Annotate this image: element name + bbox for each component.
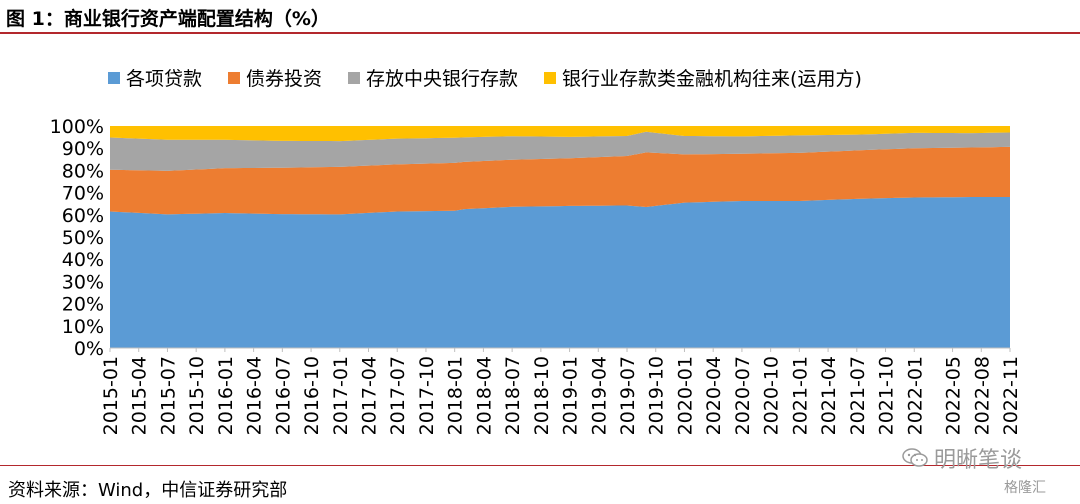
source-note: 资料来源：Wind，中信证券研究部 xyxy=(8,480,288,501)
x-tick-label: 2019-04 xyxy=(588,356,610,435)
x-tick-label: 2019-10 xyxy=(646,356,668,435)
x-tick-label: 2018-04 xyxy=(473,356,495,435)
x-axis: 2015-01 2015-04 2015-07 2015-10 2016-01 2016-… xyxy=(100,347,1022,435)
x-tick-label: 2018-10 xyxy=(531,356,553,435)
x-tick-label: 2021-01 xyxy=(789,356,811,435)
legend-label-bonds: 债券投资 xyxy=(246,68,323,90)
y-axis: 0%10%20%30%40%50%60%70%80%90%100% xyxy=(50,116,104,360)
y-tick-label: 50% xyxy=(62,227,104,249)
x-tick-label: 2015-04 xyxy=(129,356,151,435)
legend-label-loans: 各项贷款 xyxy=(126,68,203,90)
x-tick-label: 2021-10 xyxy=(876,356,898,435)
legend-item-central-bank: 存放中央银行存款 xyxy=(348,64,518,91)
x-tick-label: 2017-04 xyxy=(359,356,381,435)
legend-label-interbank: 银行业存款类金融机构往来(运用方) xyxy=(562,68,862,90)
y-tick-label: 0% xyxy=(74,338,104,360)
y-tick-label: 100% xyxy=(50,116,104,138)
x-tick-label: 2017-01 xyxy=(330,356,352,435)
x-tick-label: 2016-07 xyxy=(272,356,294,435)
title-divider xyxy=(0,32,1080,34)
x-tick-label: 2015-01 xyxy=(100,356,122,435)
x-tick-label: 2022-11 xyxy=(1000,356,1022,435)
wechat-icon xyxy=(902,448,928,467)
x-tick-label: 2017-07 xyxy=(387,356,409,435)
x-tick-label: 2020-10 xyxy=(761,356,783,435)
x-tick-label: 2018-07 xyxy=(502,356,524,435)
legend-swatch-central-bank xyxy=(348,71,361,84)
x-tick-label: 2022-05 xyxy=(943,356,965,435)
x-tick-label: 2022-08 xyxy=(971,356,993,435)
x-tick-label: 2021-07 xyxy=(847,356,869,435)
chart-title: 图 1：商业银行资产端配置结构（%） xyxy=(6,8,330,30)
chart-legend: 各项贷款 债券投资 存放中央银行存款 银行业存款类金融机构往来(运用方) xyxy=(108,64,888,91)
legend-label-central-bank: 存放中央银行存款 xyxy=(366,68,519,90)
legend-item-interbank: 银行业存款类金融机构往来(运用方) xyxy=(544,64,862,91)
watermark: 明晰笔谈 xyxy=(902,442,1022,474)
y-tick-label: 10% xyxy=(62,316,104,338)
x-tick-label: 2019-07 xyxy=(617,356,639,435)
x-tick-label: 2020-07 xyxy=(732,356,754,435)
x-tick-label: 2015-07 xyxy=(157,356,179,435)
x-tick-label: 2018-01 xyxy=(445,356,467,435)
y-tick-label: 70% xyxy=(62,183,104,205)
y-tick-label: 20% xyxy=(62,294,104,316)
legend-swatch-bonds xyxy=(228,71,241,84)
chart-areas xyxy=(110,126,1010,348)
x-tick-label: 2020-01 xyxy=(674,356,696,435)
y-tick-label: 90% xyxy=(62,138,104,160)
x-tick-label: 2016-01 xyxy=(215,356,237,435)
legend-swatch-interbank xyxy=(544,71,557,84)
y-tick-label: 60% xyxy=(62,205,104,227)
x-tick-label: 2019-01 xyxy=(560,356,582,435)
x-tick-label: 2020-04 xyxy=(703,356,725,435)
y-tick-label: 40% xyxy=(62,249,104,271)
area-series-central-bank xyxy=(110,131,1010,171)
watermark-text: 明晰笔谈 xyxy=(934,448,1023,473)
y-tick-label: 30% xyxy=(62,271,104,293)
x-tick-label: 2022-01 xyxy=(904,356,926,435)
source-divider xyxy=(0,465,1080,466)
y-tick-label: 80% xyxy=(62,160,104,182)
x-tick-label: 2017-10 xyxy=(416,356,438,435)
area-series-interbank xyxy=(110,126,1010,142)
x-tick-label: 2015-10 xyxy=(186,356,208,435)
legend-item-bonds: 债券投资 xyxy=(228,64,322,91)
x-tick-label: 2016-10 xyxy=(301,356,323,435)
watermark-logo: 格隆汇 xyxy=(1004,480,1046,496)
area-series-bonds xyxy=(110,146,1010,215)
x-tick-label: 2016-04 xyxy=(244,356,266,435)
x-tick-label: 2021-04 xyxy=(818,356,840,435)
area-series-loans xyxy=(110,197,1010,348)
legend-item-loans: 各项贷款 xyxy=(108,64,202,91)
legend-swatch-loans xyxy=(108,71,120,84)
